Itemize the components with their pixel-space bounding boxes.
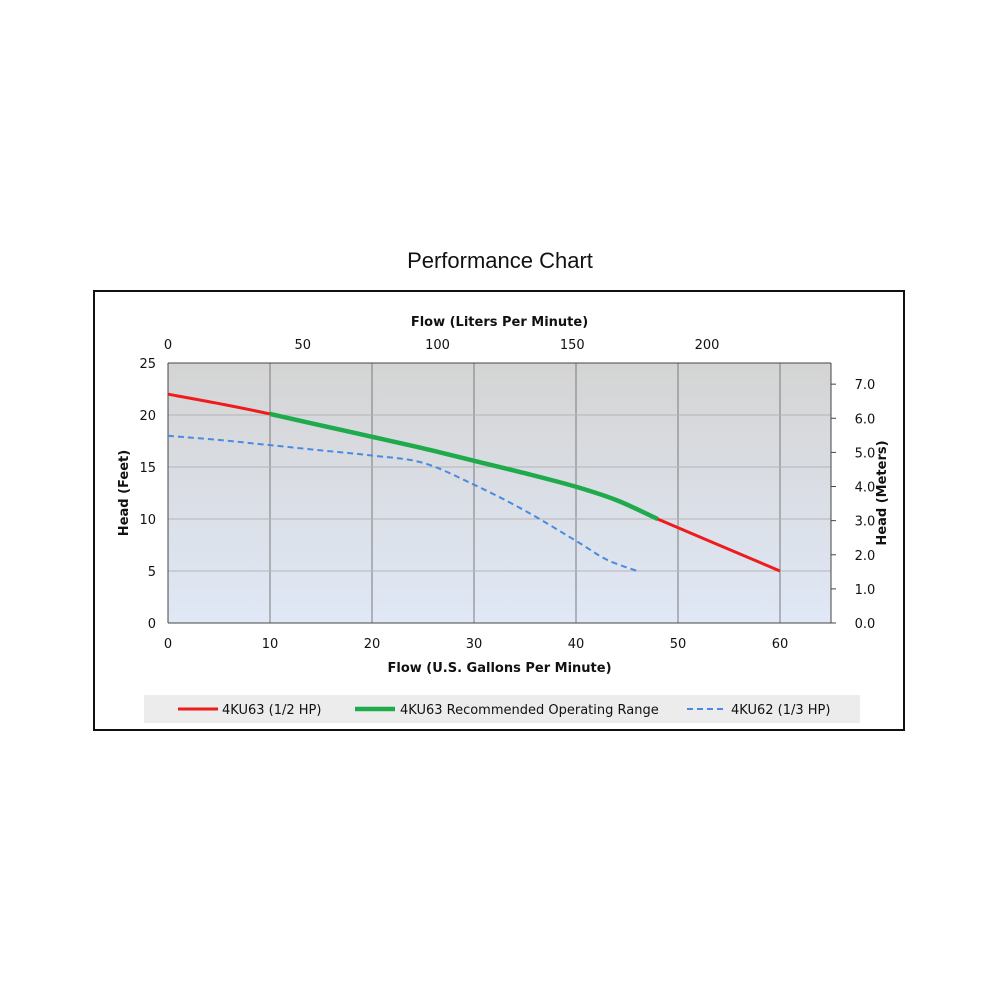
y-tick-label: 0 — [148, 617, 156, 632]
x-tick-label: 40 — [568, 637, 585, 652]
x-tick-label: 30 — [466, 637, 483, 652]
chart-frame: 0 10 20 30 40 50 60 0 50 100 150 200 0 5 10 15 20 25 0.0 1.… — [93, 290, 905, 731]
y-tick-label: 20 — [139, 409, 156, 424]
legend-label-0: 4KU63 (1/2 HP) — [222, 703, 321, 718]
y-tick-label: 25 — [139, 357, 156, 372]
x2-tick-label: 50 — [294, 338, 311, 353]
x-tick-label: 10 — [262, 637, 279, 652]
y2-tick-label: 0.0 — [855, 617, 876, 632]
y-axis-title: Head (Feet) — [117, 450, 132, 536]
y2-tick-label: 3.0 — [855, 515, 876, 530]
chart-title: Performance Chart — [407, 248, 593, 273]
y2-tick-label: 5.0 — [855, 446, 876, 461]
x-tick-label: 0 — [164, 637, 172, 652]
y2-tick-label: 6.0 — [855, 412, 876, 427]
x2-tick-label: 200 — [695, 338, 720, 353]
y-tick-label: 10 — [139, 513, 156, 528]
series-line-2 — [167, 434, 638, 572]
legend-label-2: 4KU62 (1/3 HP) — [731, 703, 830, 718]
x-tick-label: 60 — [772, 637, 789, 652]
y2-tick-label: 1.0 — [855, 583, 876, 598]
x2-tick-label: 0 — [164, 338, 172, 353]
y2-tick-label: 2.0 — [855, 549, 876, 564]
legend-label-1: 4KU63 Recommended Operating Range — [400, 703, 659, 718]
x-tick-label: 50 — [670, 637, 687, 652]
y2-axis-title: Head (Meters) — [875, 440, 890, 545]
y2-tick-label: 4.0 — [855, 481, 876, 496]
plot-area — [168, 363, 831, 623]
y2-tick-label: 7.0 — [855, 378, 876, 393]
x2-tick-label: 100 — [425, 338, 450, 353]
x2-tick-label: 150 — [560, 338, 585, 353]
y-tick-label: 15 — [139, 461, 156, 476]
series-line-1 — [269, 411, 659, 522]
legend — [144, 695, 860, 723]
y-tick-label: 5 — [148, 565, 156, 580]
performance-chart: 0 10 20 30 40 50 60 0 50 100 150 200 0 5 10 15 20 25 0.0 1.… — [117, 315, 890, 723]
x-tick-label: 20 — [364, 637, 381, 652]
x2-axis-title: Flow (Liters Per Minute) — [411, 315, 588, 330]
x-axis-title: Flow (U.S. Gallons Per Minute) — [387, 661, 611, 676]
